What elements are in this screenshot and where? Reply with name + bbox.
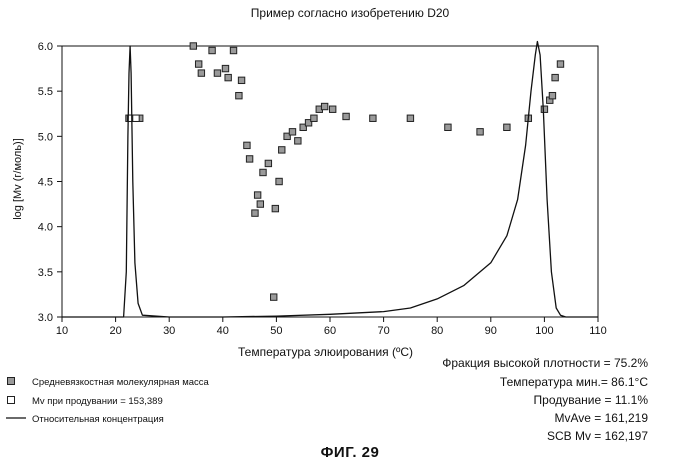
plot-axes: 10 20 30 40 50 60 70 80 90 100 110 3.0 3.5 4.0 4.5 5.0 5… (38, 41, 607, 337)
mv-data-point (279, 147, 285, 153)
mv-data-point (209, 47, 215, 53)
x-tick-label: 80 (431, 325, 443, 337)
x-tick-label: 20 (109, 325, 121, 337)
legend-item-viscosity-mw: Средневязкостная молекулярная масса (6, 376, 209, 389)
y-tick-label: 5.0 (38, 131, 53, 143)
y-tick-label: 4.0 (38, 222, 53, 234)
open-square-marker-icon (6, 395, 16, 405)
mv-data-point (549, 92, 555, 98)
mv-data-point (271, 294, 277, 300)
mv-data-point (246, 156, 252, 162)
mv-data-point (477, 129, 483, 135)
figure-caption: ФИГ. 29 (0, 444, 700, 461)
y-tick-label: 4.5 (38, 177, 53, 189)
mv-data-point (257, 201, 263, 207)
mv-data-point (225, 74, 231, 80)
y-axis-label: log [Mv (г/моль)] (12, 119, 24, 239)
mv-data-point (343, 113, 349, 119)
mv-data-point (254, 192, 260, 198)
mv-data-point (557, 61, 563, 67)
mv-data-point (295, 138, 301, 144)
mv-data-point (445, 124, 451, 130)
legend-item-purge-mv: Mv при продувании = 153,389 (6, 395, 163, 408)
mv-data-point (370, 115, 376, 121)
mv-data-point (329, 106, 335, 112)
line-marker-icon (6, 413, 28, 423)
x-tick-label: 50 (270, 325, 282, 337)
x-tick-label: 100 (535, 325, 553, 337)
x-tick-label: 40 (217, 325, 229, 337)
purge-mv-point (133, 115, 139, 121)
y-tick-label: 3.0 (38, 312, 53, 324)
mv-data-point (276, 178, 282, 184)
mv-data-point (230, 47, 236, 53)
stat-high-density-fraction: Фракция высокой плотности = 75.2% (442, 356, 648, 370)
stat-purge: Продувание = 11.1% (534, 393, 648, 407)
x-axis-label: Температура элюирования (ºC) (238, 345, 413, 359)
mv-data-point (407, 115, 413, 121)
concentration-line (62, 42, 598, 318)
y-tick-label: 3.5 (38, 267, 53, 279)
legend-label: Mv при продувании = 153,389 (32, 396, 163, 407)
legend-item-concentration: Относительная концентрация (6, 413, 164, 426)
mv-data-point (289, 129, 295, 135)
legend-label: Относительная концентрация (32, 414, 164, 425)
chart-title: Пример согласно изобретению D20 (0, 6, 700, 20)
mv-data-point (236, 92, 242, 98)
mv-data-point (244, 142, 250, 148)
mv-data-point (260, 169, 266, 175)
x-tick-label: 60 (324, 325, 336, 337)
mv-data-point (272, 205, 278, 211)
mv-data-point (238, 77, 244, 83)
mv-data-point (214, 70, 220, 76)
filled-square-marker-icon (6, 376, 16, 386)
stat-scb-mv: SCB Mv = 162,197 (547, 429, 648, 443)
x-tick-label: 70 (377, 325, 389, 337)
y-tick-label: 6.0 (38, 41, 53, 53)
mv-data-point (252, 210, 258, 216)
x-tick-label: 110 (589, 325, 607, 337)
mv-data-point (195, 61, 201, 67)
mv-data-point (552, 74, 558, 80)
plot-marks (62, 42, 598, 318)
stat-mvave: MvAve = 161,219 (554, 411, 648, 425)
y-tick-label: 5.5 (38, 86, 53, 98)
mv-data-point (265, 160, 271, 166)
mv-data-point (504, 124, 510, 130)
mv-data-point (321, 103, 327, 109)
x-tick-label: 30 (163, 325, 175, 337)
mv-data-point (222, 65, 228, 71)
mv-data-point (541, 106, 547, 112)
mv-data-point (311, 115, 317, 121)
x-tick-label: 90 (485, 325, 497, 337)
mv-data-point (190, 43, 196, 49)
legend-label: Средневязкостная молекулярная масса (32, 377, 209, 388)
stat-min-temperature: Температура мин.= 86.1°C (500, 375, 648, 389)
plot-frame (62, 46, 598, 317)
x-tick-label: 10 (56, 325, 68, 337)
mv-data-point (198, 70, 204, 76)
